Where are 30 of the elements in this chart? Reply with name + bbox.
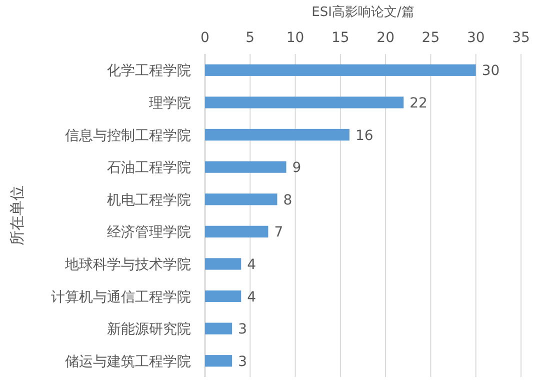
category: 化学工程学院	[107, 63, 191, 80]
category: 地球科学与技术学院	[65, 256, 191, 273]
category: 石油工程学院	[107, 160, 191, 176]
x-tick: 5	[246, 30, 255, 46]
data-label: 9	[292, 160, 302, 176]
category: 机电工程学院	[107, 192, 191, 208]
category: 信息与控制工程学院	[65, 128, 191, 144]
data-label: 30	[482, 63, 500, 80]
data-label: 4	[247, 289, 256, 306]
x-tick: 30	[466, 30, 485, 46]
data-label: 3	[238, 354, 247, 370]
data-label: 16	[355, 128, 374, 144]
category: 计算机与通信工程学院	[51, 289, 191, 306]
x-tick: 20	[376, 30, 394, 46]
category: 理学院	[149, 95, 191, 112]
x-tick: 35	[512, 30, 530, 46]
xlabel: ESI高影响论文/篇	[312, 5, 414, 20]
data-label: 22	[410, 95, 428, 112]
data-label: 3	[238, 322, 247, 338]
x-tick: 0	[200, 30, 210, 46]
data-label: 4	[247, 256, 256, 273]
category: 储运与建筑工程学院	[65, 354, 191, 370]
data-label: 8	[283, 192, 292, 208]
data-label: 7	[274, 224, 284, 241]
x-tick: 10	[286, 30, 304, 46]
ylabel: 所在单位	[8, 186, 26, 246]
category: 新能源研究院	[107, 322, 191, 338]
x-tick: 25	[422, 30, 440, 46]
x-tick: 15	[332, 30, 350, 46]
category: 经济管理学院	[107, 224, 191, 241]
